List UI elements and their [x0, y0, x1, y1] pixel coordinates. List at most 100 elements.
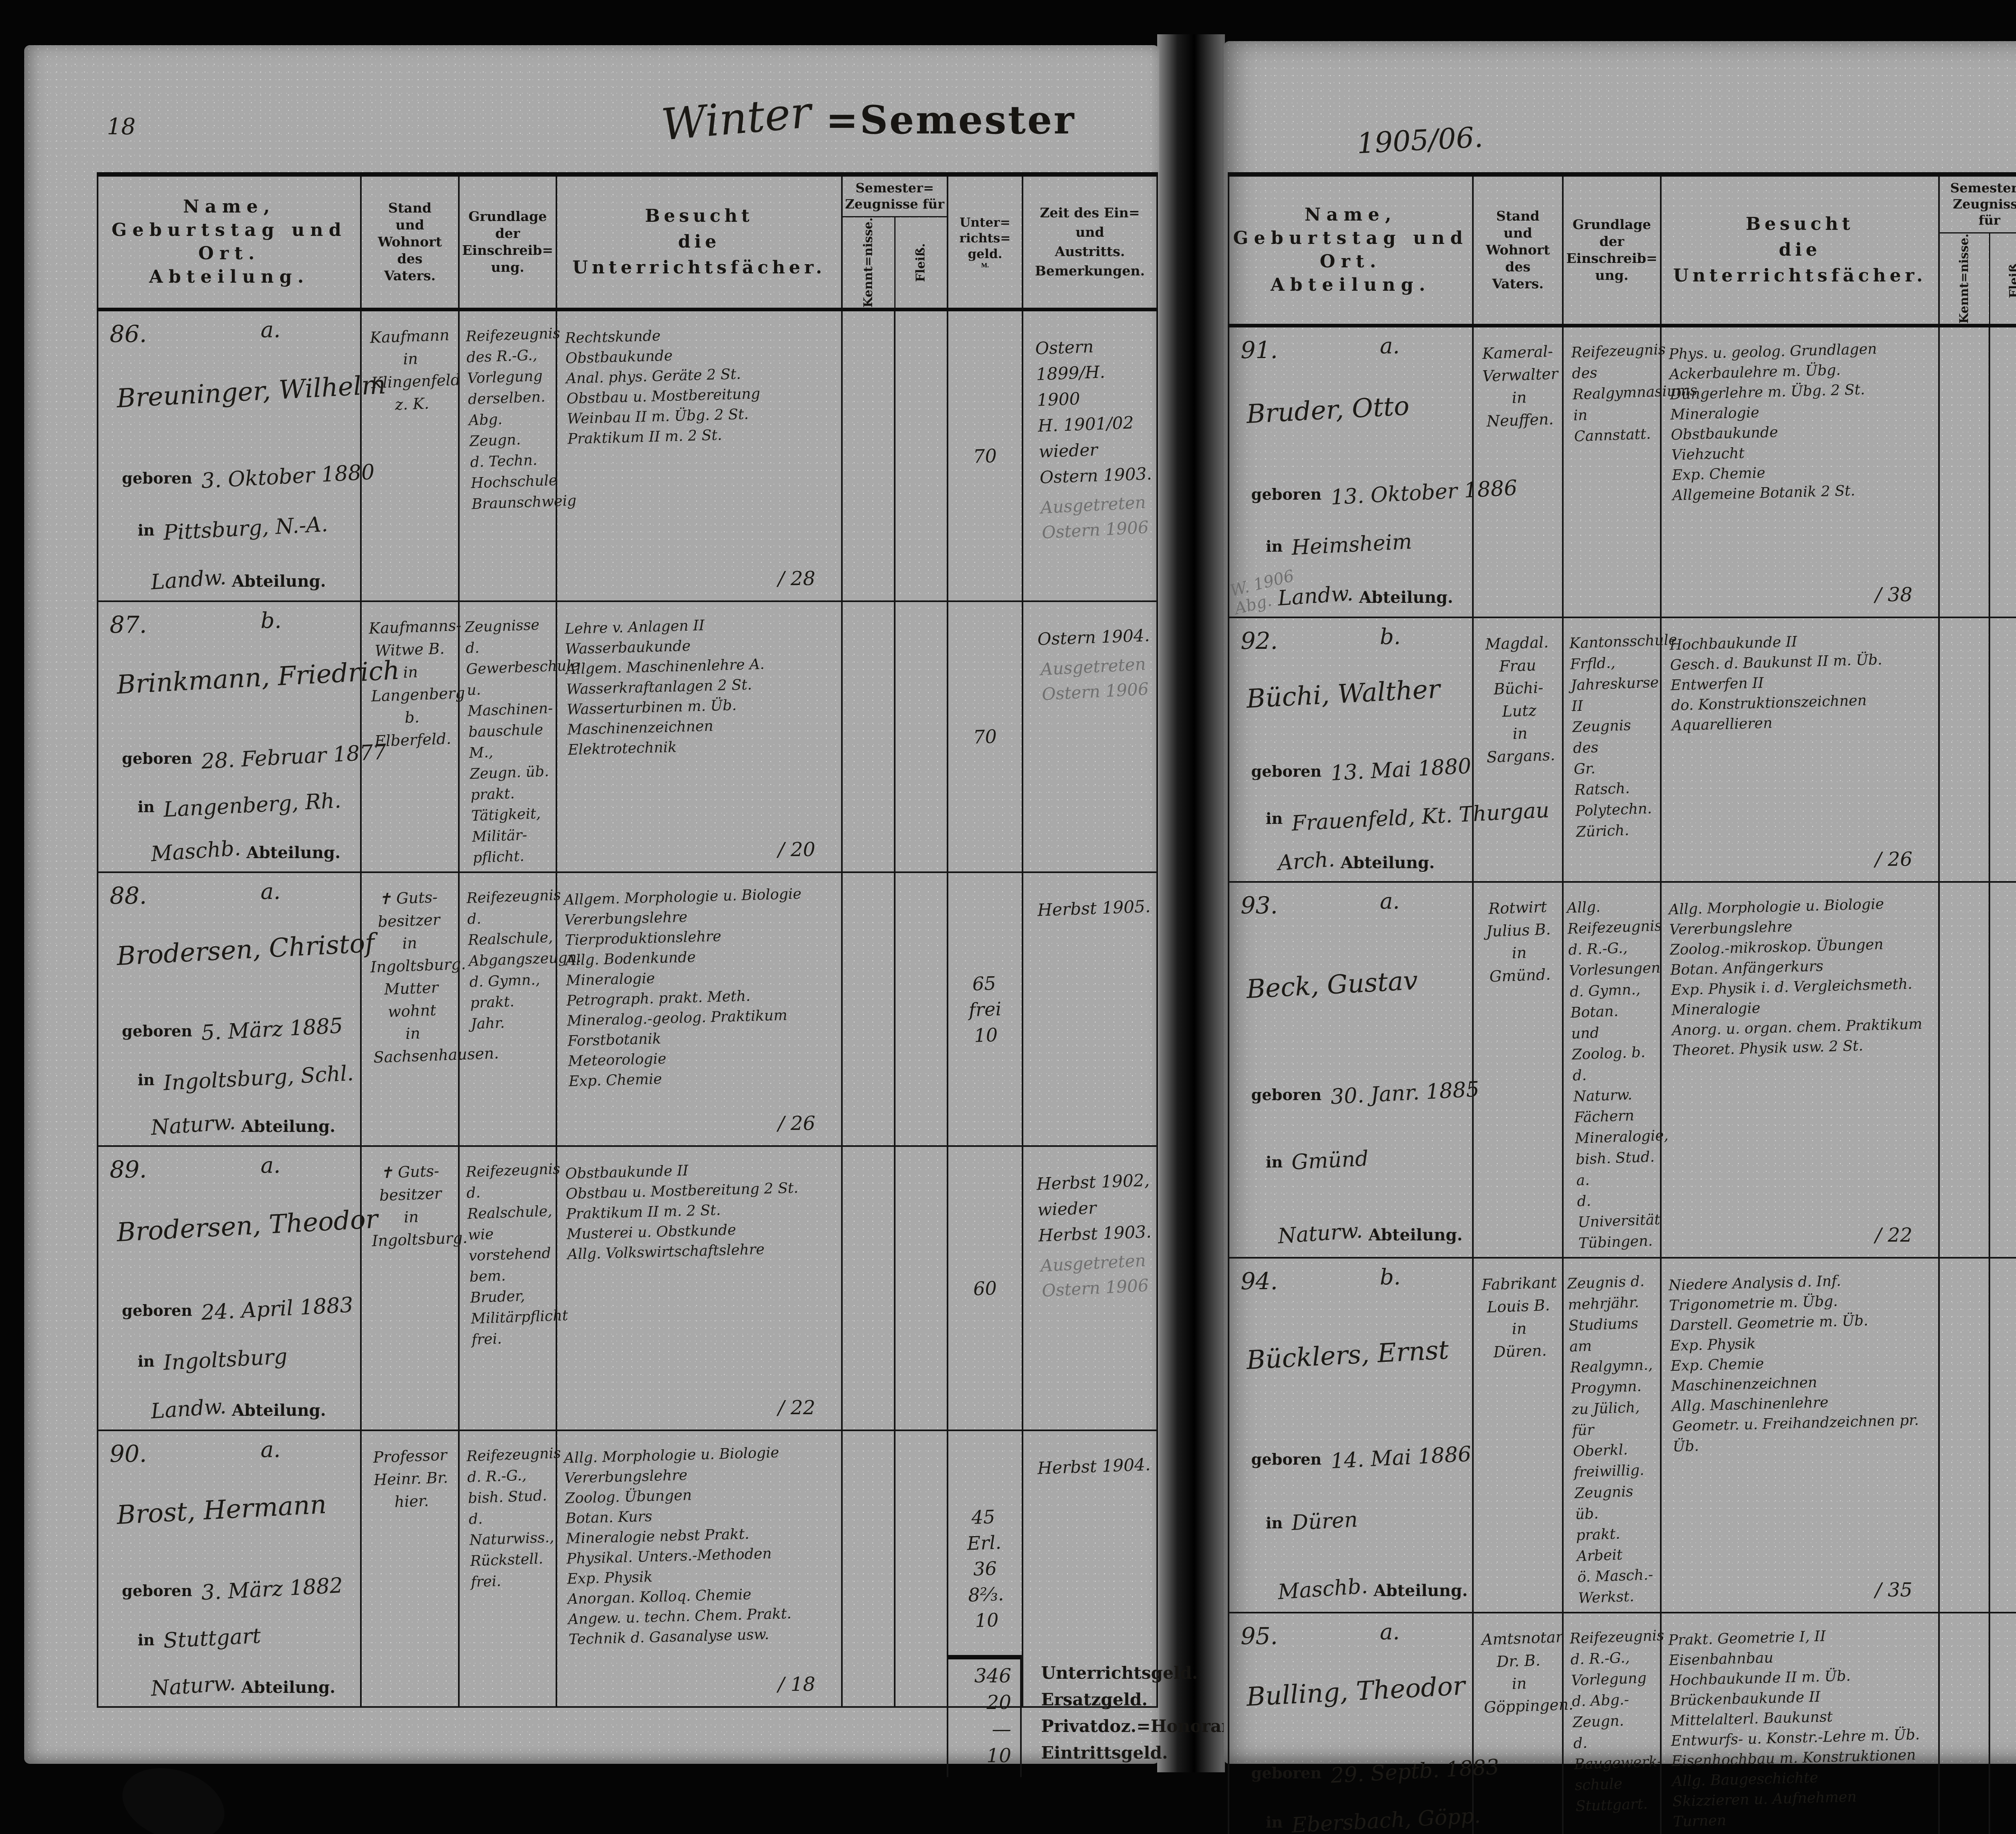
birth-line: geboren 5. März 1885 — [122, 1014, 343, 1045]
admission-basis: Allg. Reifezeugnis d. R.-G., Vorlesungen… — [1566, 898, 1669, 1252]
fleiss-cell — [1988, 617, 2016, 883]
abteilung-line: Landw. Abteilung. — [1277, 581, 1453, 611]
header-row: Name, Geburtstag und Ort. Abteilung. Sta… — [1228, 172, 2016, 327]
register-table: Name, Geburtstag und Ort. Abteilung. Sta… — [1228, 172, 2016, 1834]
remarks-cell: Ostern 1904. Ausgetreten Ostern 1906 — [1022, 600, 1158, 873]
subjects-cell: Lehre v. Anlagen II Wasserbaukunde Allge… — [556, 600, 843, 873]
birth-place: Stuttgart — [163, 1624, 262, 1653]
birth-line: geboren 14. Mai 1886 — [1251, 1442, 1472, 1473]
geboren-label: geboren — [122, 469, 192, 487]
kenntnisse-cell — [1938, 1257, 1990, 1614]
track-letter: a. — [260, 879, 281, 904]
father-info: ✝ Guts- besitzer in Ingoltsburg. Mutter … — [370, 888, 499, 1067]
father-info: Rotwirt Julius B. in Gmünd. — [1486, 898, 1551, 986]
father-info: Professor Heinr. Br. hier. — [373, 1446, 448, 1511]
student-number: 88. — [110, 882, 147, 910]
place-line: in Heimsheim — [1266, 529, 1412, 560]
totals-labels: Unterrichtsgeld. Ersatzgeld. Privatdoz.=… — [1041, 1663, 1235, 1763]
name-cell: 90. a. Brost, Hermann geboren 3. März 188… — [97, 1430, 362, 1708]
birth-place: Ingoltsburg — [163, 1344, 288, 1375]
name-cell: 92. b. Büchi, Walther geboren 13. Mai 188… — [1228, 617, 1550, 883]
birth-place: Langenberg, Rh. — [163, 788, 342, 822]
table-row: 89. a. Brodersen, Theodor geboren 24. Apr… — [97, 1145, 1158, 1432]
track-letter: a. — [1380, 333, 1400, 358]
page-left: 18 Winter =Semester Name, Geburtstag und… — [24, 45, 1235, 1777]
father-cell: ✝ Guts- besitzer in Ingoltsburg. Mutter … — [360, 871, 499, 1147]
admission-basis: Reifezeugnis d. R.-G., Vorlegung d. Abg.… — [1569, 1627, 1665, 1815]
father-cell: Rotwirt Julius B. in Gmünd. — [1472, 881, 1564, 1259]
subjects-cell: Niedere Analysis d. Inf. Trigonometrie m… — [1660, 1257, 1940, 1614]
subjects-cell: Allg. Morphologie u. Biologie Vererbungs… — [556, 1430, 843, 1708]
birth-line: geboren 29. Septb. 1883 — [1251, 1755, 1500, 1788]
kenntnisse-cell — [841, 600, 896, 873]
page-number: 18 — [107, 114, 136, 140]
admission-cell: Reifezeugnis des R.-G., Vorlegung dersel… — [458, 308, 577, 602]
student-name: Bulling, Theodor — [1245, 1671, 1466, 1713]
student-name: Breuninger, Wilhelm — [116, 370, 387, 414]
track-letter: b. — [1380, 1264, 1401, 1290]
birth-line: geboren 3. März 1882 — [122, 1573, 343, 1605]
totals-values: 346 20 — 10 — [947, 1655, 1022, 1777]
admission-cell: Reifezeugnis des Realgymnasiums in Canns… — [1562, 325, 1697, 619]
table-row: 90. a. Brost, Hermann geboren 3. März 188… — [97, 1430, 1158, 1708]
semester-title-handwritten: Winter — [659, 87, 813, 150]
in-label: in — [1266, 1514, 1283, 1532]
abteilung-script: Naturw. — [150, 1671, 237, 1701]
father-info: Kaufmanns- Witwe B. in Langenberg b. Elb… — [368, 616, 466, 750]
col-header-besucht: Besucht die Unterrichtsfächer. — [1660, 172, 1940, 327]
col-header-fleiss: Fleiß. — [914, 243, 928, 282]
student-name: Brost, Hermann — [116, 1490, 328, 1531]
subjects-list: Prakt. Geometrie I, II Eisenbahnbau Hoch… — [1668, 1628, 1920, 1830]
student-name: Bücklers, Ernst — [1245, 1335, 1450, 1376]
entry-exit-remarks: Ostern 1904. — [1037, 625, 1150, 649]
student-number: 94. — [1241, 1267, 1278, 1295]
abteilung-line: Landw. Abteilung. — [150, 565, 326, 594]
in-label: in — [137, 521, 155, 540]
birth-line: geboren 30. Janr. 1885 — [1251, 1077, 1480, 1109]
father-info: Kaufmann in Klingenfeld z. K. — [369, 326, 461, 413]
table-row: 86. a. Breuninger, Wilhelm geboren 3. Okt… — [97, 308, 1158, 602]
in-label: in — [1266, 1153, 1283, 1171]
abteilung-script: Naturw. — [1277, 1219, 1364, 1249]
birth-date: 3. Oktober 1880 — [200, 460, 375, 494]
admission-cell: Kantonsschule Frfld., Jahreskurse II Zeu… — [1562, 617, 1677, 883]
margin-note: W. 1906 Abg. — [1228, 566, 1296, 618]
subjects-list: Allg. Morphologie u. Biologie Vererbungs… — [1668, 896, 1923, 1059]
remarks-cell: Herbst 1905. — [1022, 871, 1158, 1147]
admission-cell: Zeugnis d. mehrjähr. Studiums am Realgym… — [1562, 1257, 1662, 1614]
admission-basis: Zeugnis d. mehrjähr. Studiums am Realgym… — [1567, 1273, 1654, 1607]
track-letter: a. — [1380, 1619, 1400, 1645]
table-row: 92. b. Büchi, Walther geboren 13. Mai 188… — [1228, 617, 2016, 883]
admission-cell: Reifezeugnis d. Realschule, Abgangszeugn… — [458, 871, 581, 1147]
fleiss-cell — [893, 871, 949, 1147]
col-header-name: Name, Geburtstag und Ort. Abteilung. — [1228, 172, 1474, 327]
fleiss-cell — [893, 1145, 949, 1432]
abteilung-line: Maschb. Abteilung. — [150, 836, 341, 866]
abteilung-label: Abteilung. — [231, 571, 326, 591]
birth-line: geboren 3. Oktober 1880 — [122, 460, 375, 493]
place-line: in Ebersbach, Göpp. — [1266, 1804, 1481, 1834]
subjects-list: Allgem. Morphologie u. Biologie Vererbun… — [563, 886, 802, 1090]
admission-cell: Zeugnisse d. Gewerbeschule u. Maschinen-… — [458, 600, 580, 873]
father-cell: Magdal. Frau Büchi-Lutz in Sargans. — [1472, 617, 1564, 883]
entry-exit-remarks: Herbst 1905. — [1037, 896, 1151, 920]
abteilung-script: Landw. — [150, 1394, 227, 1424]
fee-values: 60 — [973, 1277, 998, 1300]
student-number: 91. — [1241, 336, 1278, 364]
geboren-label: geboren — [122, 1581, 192, 1600]
col-header-fleiss: Fleiß. — [2007, 259, 2016, 298]
subjects-cell: Hochbaukunde II Gesch. d. Baukunst II m.… — [1660, 617, 1940, 883]
hours-total: 26 — [1875, 848, 1912, 871]
father-info: Fabrikant Louis B. in Düren. — [1481, 1273, 1557, 1361]
birth-date: 28. Februar 1877 — [200, 740, 387, 774]
table-row: 93. a. Beck, Gustav geboren 30. Janr. 188… — [1228, 881, 2016, 1259]
subjects-list: Allg. Morphologie u. Biologie Vererbungs… — [563, 1444, 792, 1648]
hours-total: 20 — [778, 838, 815, 861]
table-row: 94. b. Bücklers, Ernst geboren 14. Mai 18… — [1228, 1257, 2016, 1614]
track-letter: a. — [260, 1437, 281, 1463]
birth-date: 24. April 1883 — [200, 1292, 354, 1325]
kenntnisse-cell — [1938, 881, 1990, 1259]
place-line: in Frauenfeld, Kt. Thurgau — [1266, 798, 1550, 836]
birth-place: Heimsheim — [1291, 529, 1413, 560]
abteilung-line: Naturw. Abteilung. — [1277, 1219, 1463, 1249]
